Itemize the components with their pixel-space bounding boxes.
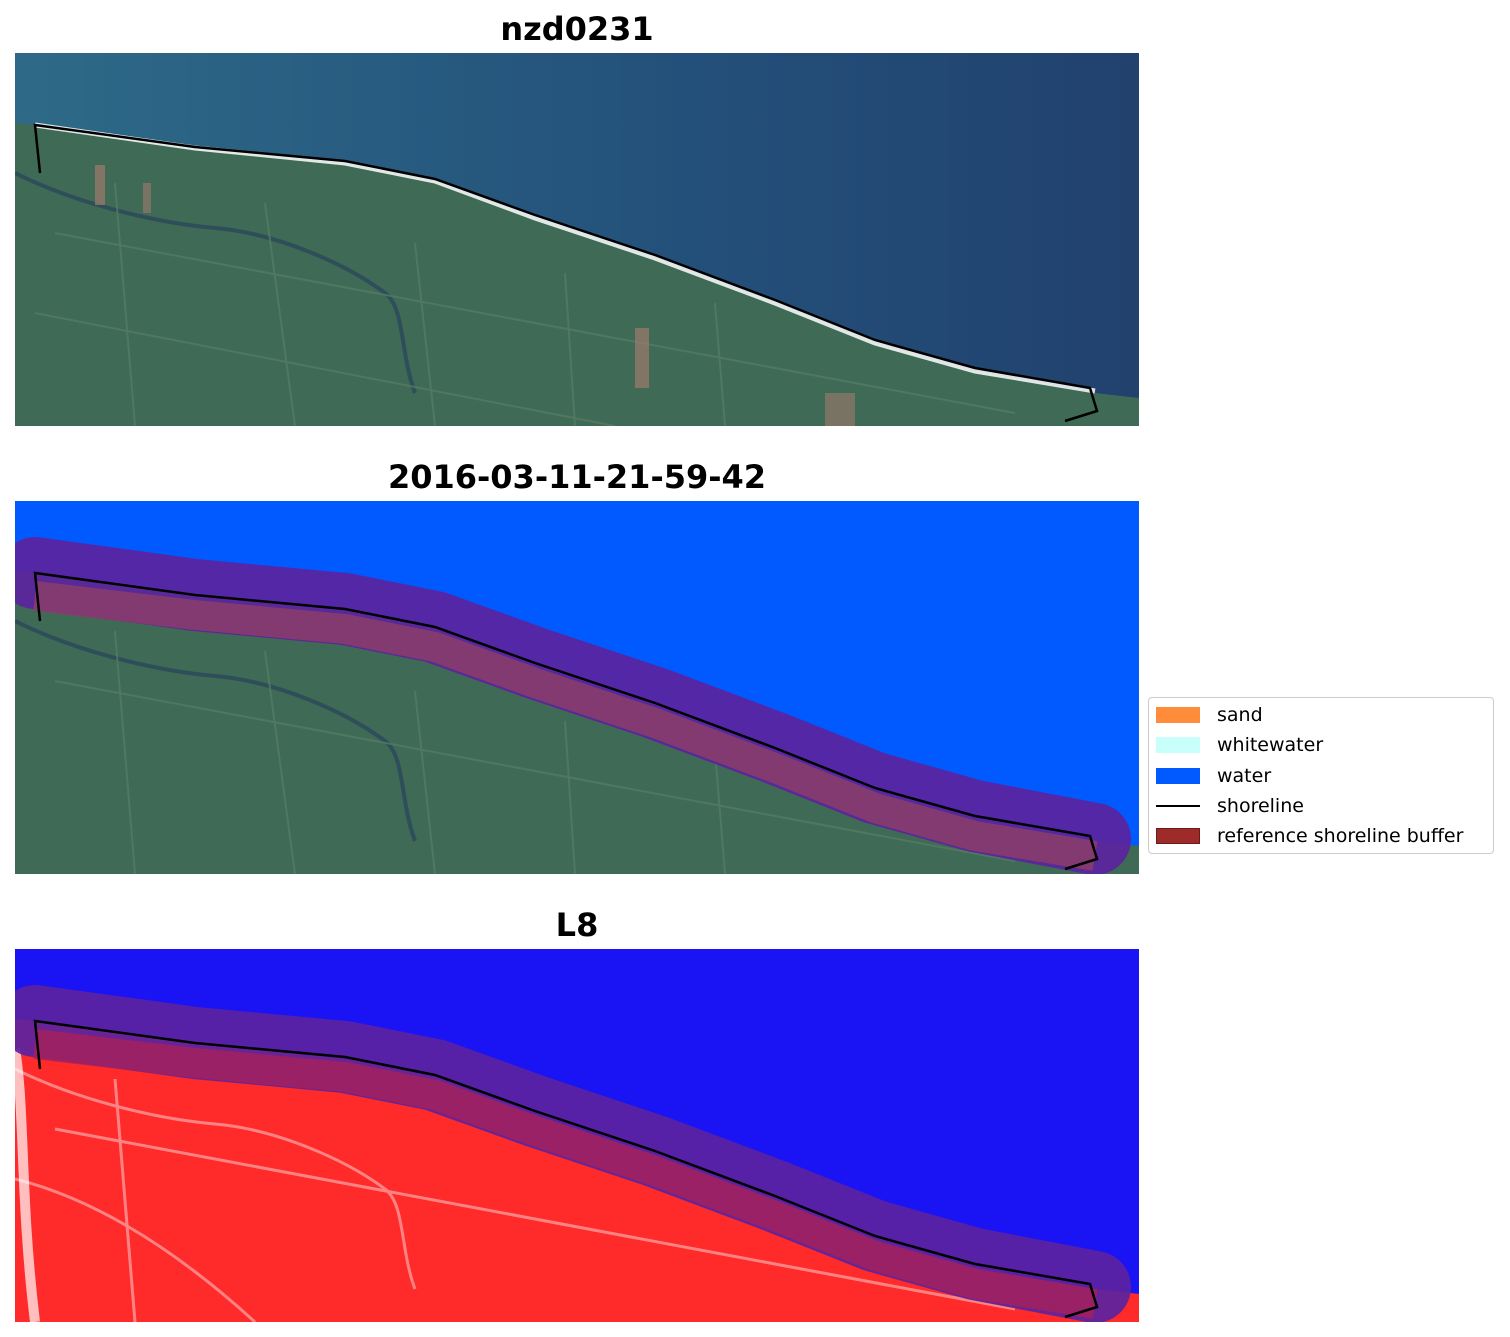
buffer-swatch	[1156, 828, 1200, 844]
panel-title-image: nzd0231	[500, 10, 654, 48]
legend-item-sand: sand	[1156, 704, 1492, 726]
sand-swatch	[1156, 707, 1200, 723]
legend-item-buffer: reference shoreline buffer	[1156, 825, 1492, 847]
legend: sand whitewater water shoreline referenc…	[1148, 697, 1494, 854]
legend-label: water	[1217, 765, 1272, 787]
legend-item-shoreline: shoreline	[1156, 795, 1492, 817]
legend-item-water: water	[1156, 765, 1492, 787]
whitewater-swatch	[1156, 737, 1200, 753]
panel-title-date: 2016-03-11-21-59-42	[387, 458, 767, 496]
shoreline-line	[33, 1019, 1099, 1319]
shoreline-swatch	[1156, 805, 1200, 807]
land-area	[15, 123, 1139, 426]
shoreline-line	[33, 123, 1099, 423]
legend-item-whitewater: whitewater	[1156, 734, 1492, 756]
rgb-image-panel	[15, 53, 1139, 426]
legend-label: reference shoreline buffer	[1217, 825, 1464, 847]
panel-title-satellite: L8	[555, 906, 599, 944]
classification-panel	[15, 501, 1139, 874]
legend-label: whitewater	[1217, 734, 1324, 756]
index-panel	[15, 949, 1139, 1322]
water-swatch	[1156, 768, 1200, 784]
shoreline-line	[33, 571, 1099, 871]
legend-label: sand	[1217, 704, 1263, 726]
legend-label: shoreline	[1217, 795, 1304, 817]
